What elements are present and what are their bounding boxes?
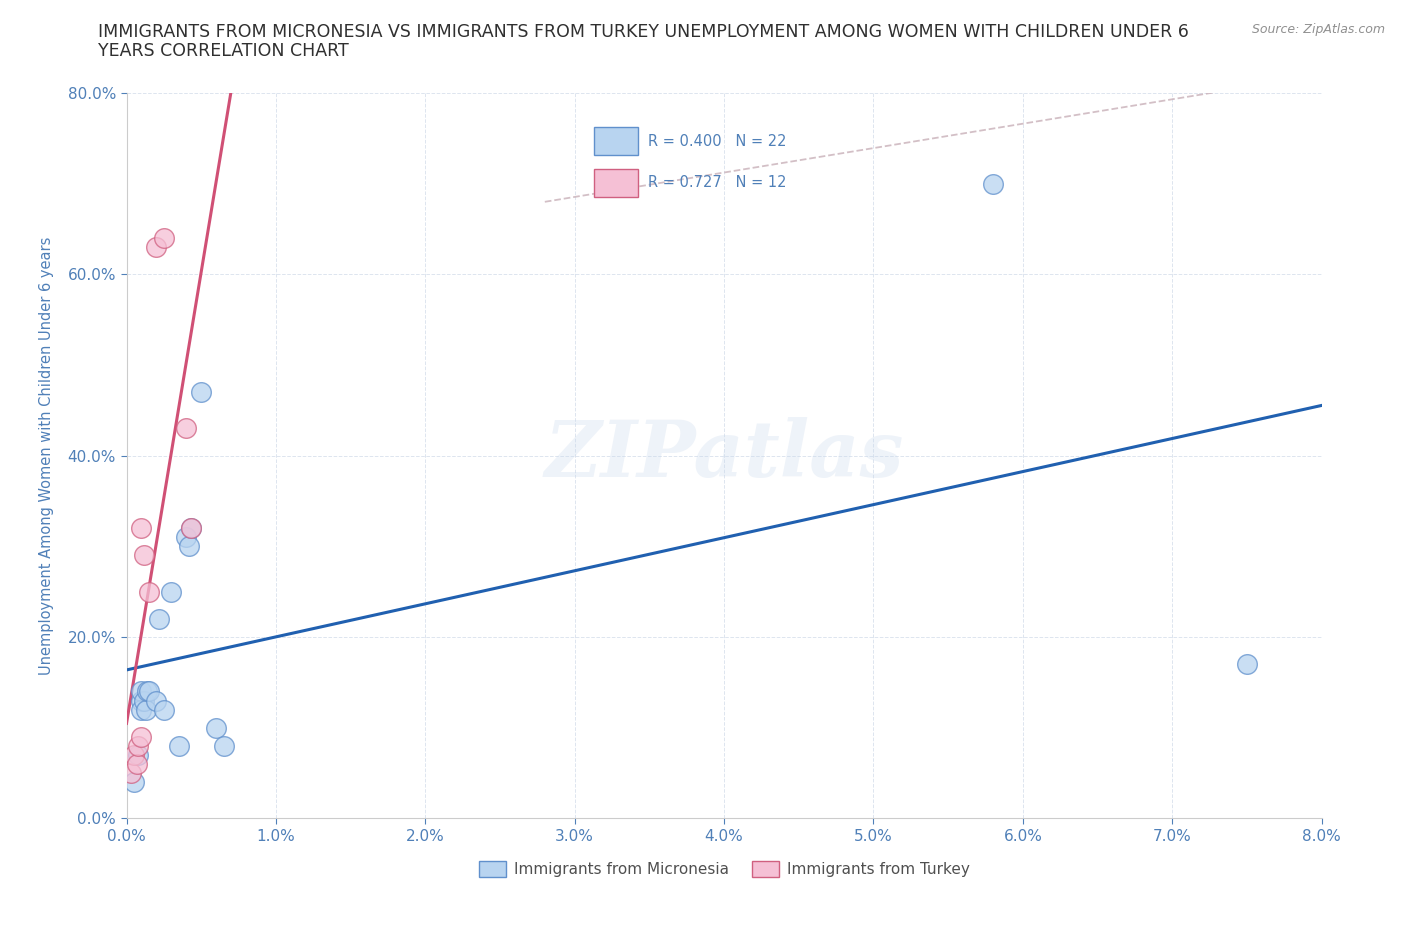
Point xyxy=(125,757,148,772)
Text: YEARS CORRELATION CHART: YEARS CORRELATION CHART xyxy=(98,42,349,60)
Point xyxy=(120,765,142,780)
Point xyxy=(131,729,153,744)
Text: IMMIGRANTS FROM MICRONESIA VS IMMIGRANTS FROM TURKEY UNEMPLOYMENT AMONG WOMEN WI: IMMIGRANTS FROM MICRONESIA VS IMMIGRANTS… xyxy=(98,23,1189,41)
Point xyxy=(174,421,197,436)
Point xyxy=(180,521,202,536)
Point xyxy=(131,521,153,536)
Point xyxy=(131,702,153,717)
Point xyxy=(145,240,167,255)
Legend: Immigrants from Micronesia, Immigrants from Turkey: Immigrants from Micronesia, Immigrants f… xyxy=(472,855,976,884)
Point xyxy=(153,702,176,717)
Point xyxy=(127,738,149,753)
Y-axis label: Unemployment Among Women with Children Under 6 years: Unemployment Among Women with Children U… xyxy=(39,236,53,675)
Point xyxy=(136,684,159,699)
Point xyxy=(190,385,212,400)
Point xyxy=(981,177,1004,192)
Point xyxy=(135,702,157,717)
Point xyxy=(167,738,190,753)
Point xyxy=(134,548,156,563)
Point xyxy=(1236,657,1258,671)
Point xyxy=(131,684,153,699)
Point xyxy=(160,584,183,599)
Point xyxy=(134,693,156,708)
Point xyxy=(205,720,228,735)
Point xyxy=(153,231,176,246)
Point xyxy=(138,584,160,599)
Point xyxy=(174,530,197,545)
Point xyxy=(212,738,235,753)
Text: ZIPatlas: ZIPatlas xyxy=(544,418,904,494)
Point xyxy=(148,612,170,627)
Point xyxy=(122,775,145,790)
Point xyxy=(122,748,145,763)
Point xyxy=(127,748,149,763)
Point xyxy=(180,521,202,536)
Point xyxy=(131,693,153,708)
Point xyxy=(138,684,160,699)
Point xyxy=(179,539,201,554)
Point xyxy=(145,693,167,708)
Text: Source: ZipAtlas.com: Source: ZipAtlas.com xyxy=(1251,23,1385,36)
